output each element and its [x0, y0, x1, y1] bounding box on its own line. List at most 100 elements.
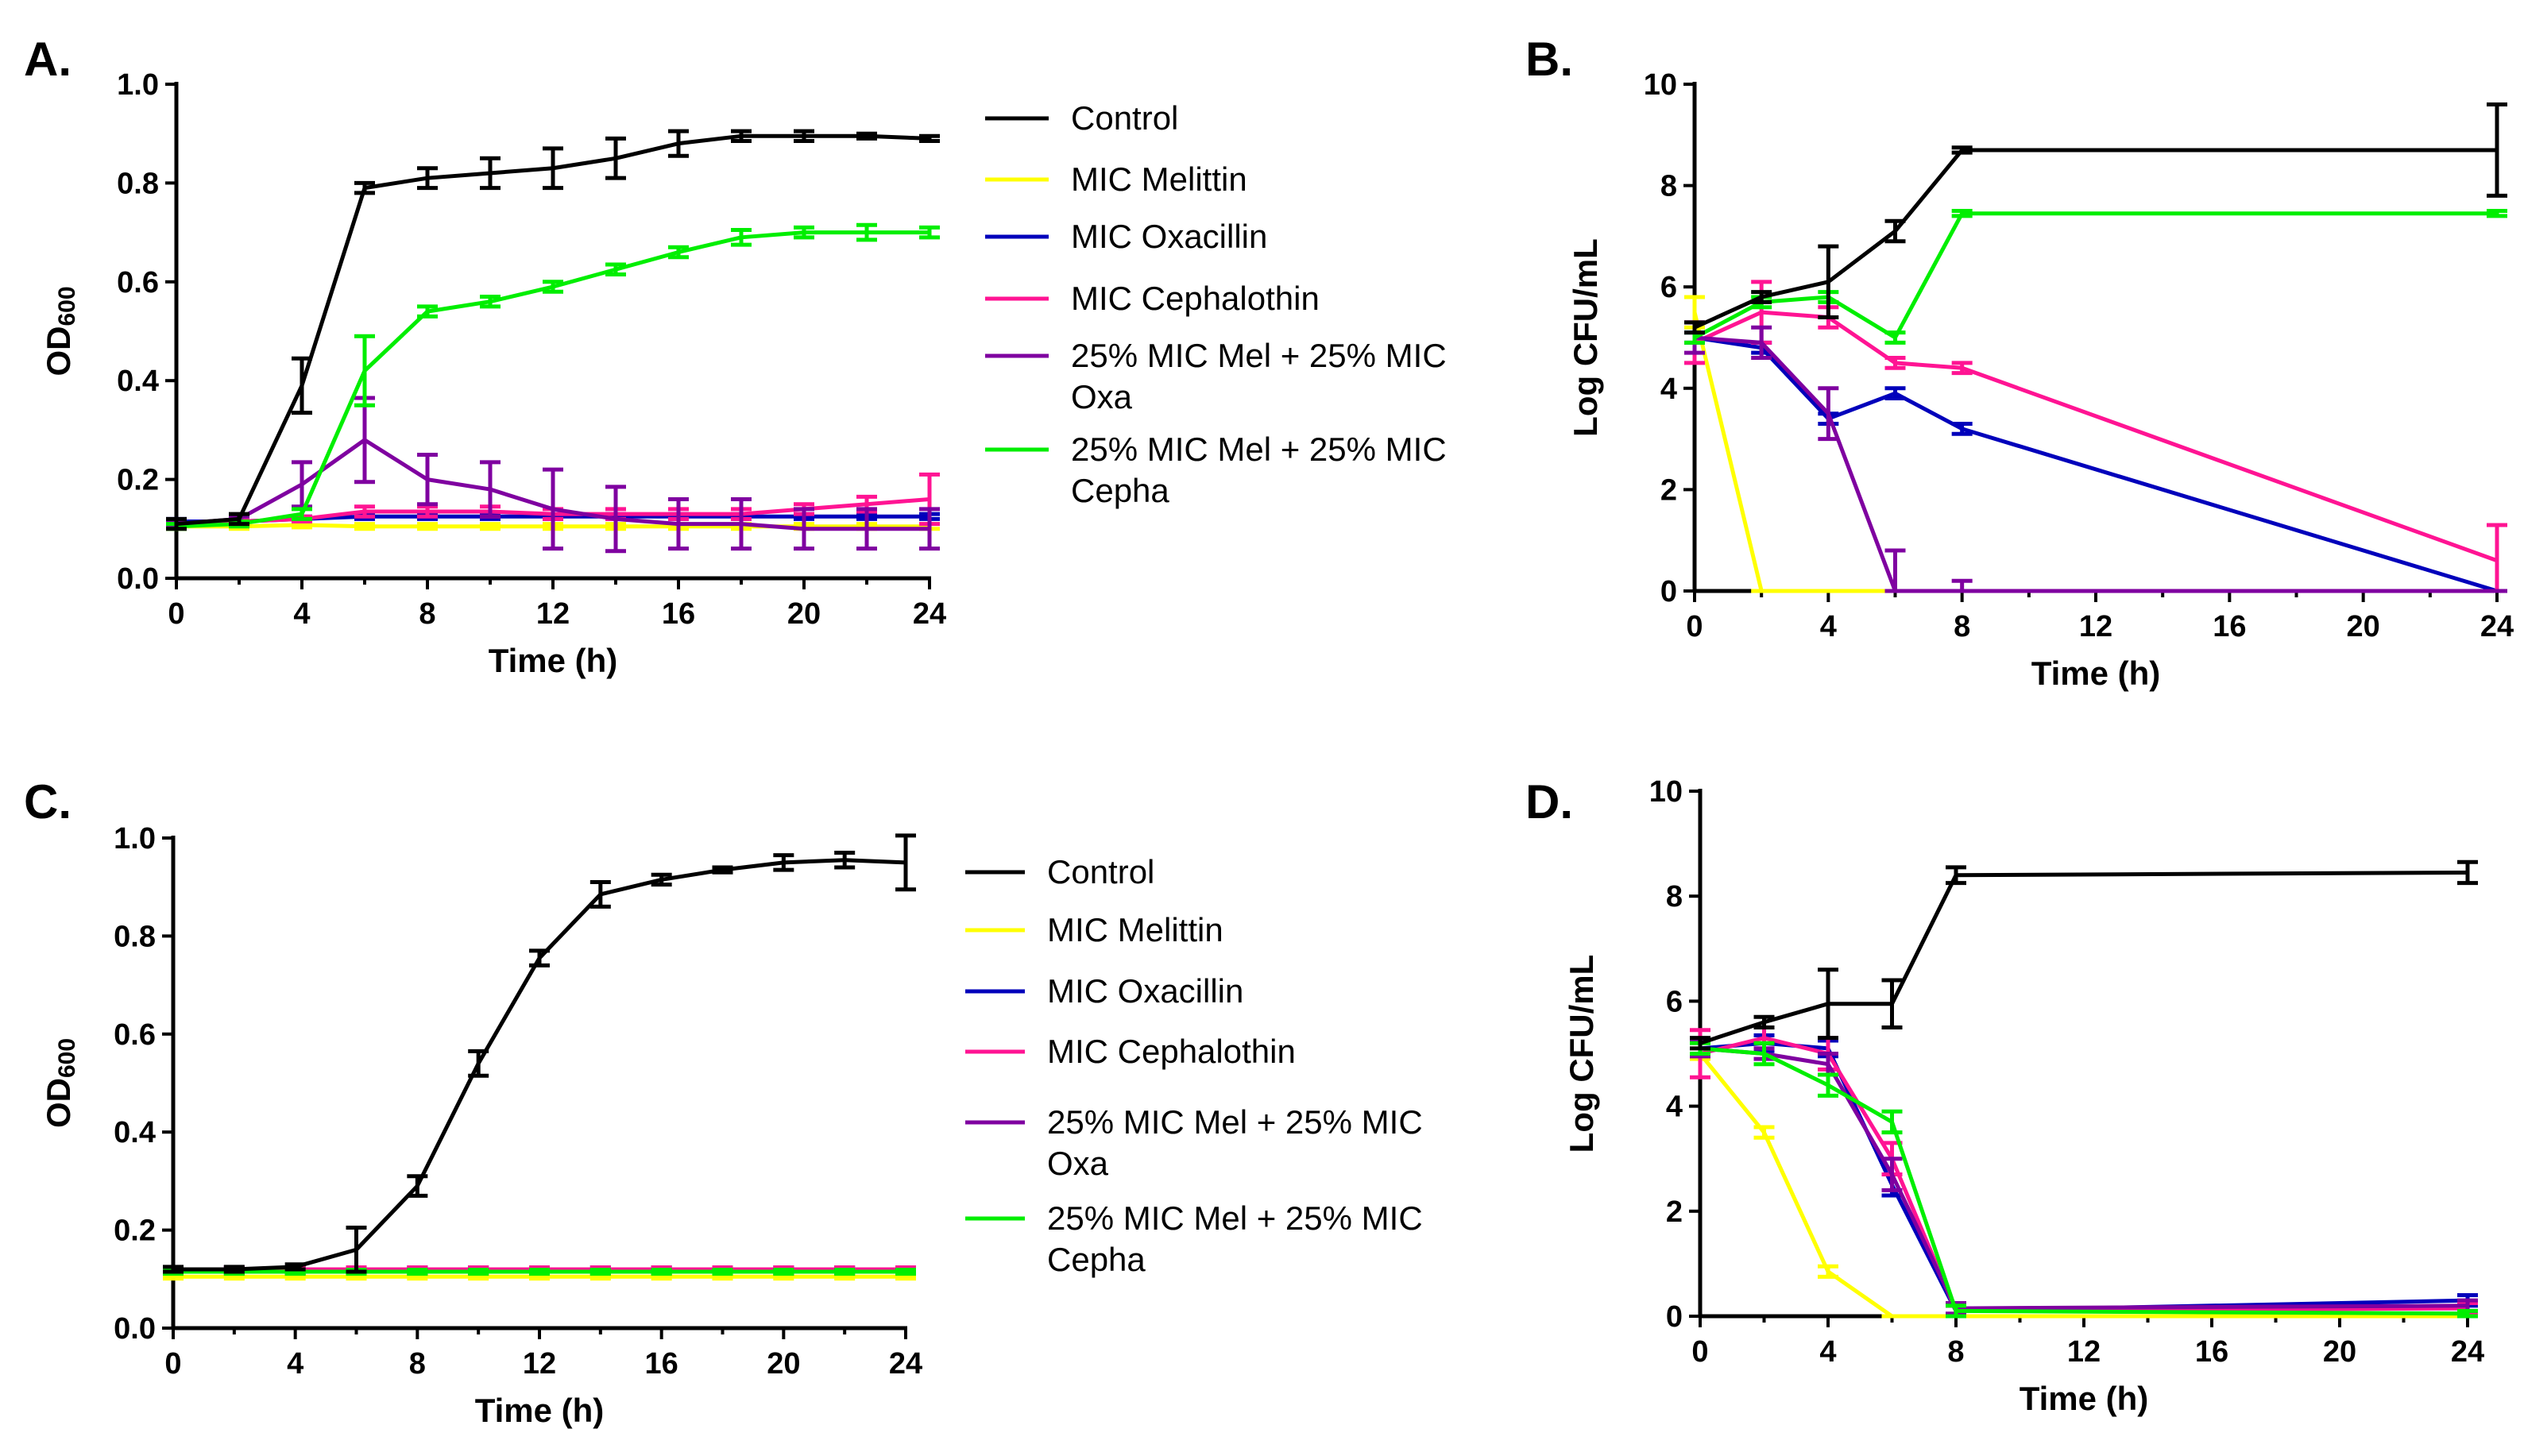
- x-axis-ticks: 0 4 8 12 16 20 24: [164, 1328, 922, 1381]
- data-point: [1884, 548, 1906, 593]
- x-axis-title: Time (h): [2031, 655, 2161, 692]
- panel-label: B.: [1525, 33, 1573, 86]
- data-point: [1690, 1036, 1710, 1051]
- data-point: [354, 522, 375, 531]
- data-point: [417, 166, 438, 191]
- y-tick-label: 1.0: [117, 68, 159, 102]
- data-point: [1951, 145, 1973, 155]
- legend-label: MIC Oxacillin: [1071, 218, 1267, 255]
- y-axis-title-main: Log CFU/mL: [1563, 955, 1600, 1153]
- data-point: [731, 227, 752, 247]
- series-group: [166, 129, 940, 554]
- data-point: [229, 512, 249, 527]
- data-point: [651, 872, 672, 887]
- data-point: [417, 522, 438, 531]
- data-point: [834, 851, 856, 870]
- data-point: [2487, 102, 2507, 198]
- y-axis-title-main: OD: [40, 1078, 77, 1128]
- series-mel_cepha: [166, 222, 940, 531]
- data-point: [417, 504, 438, 519]
- data-point: [856, 131, 877, 141]
- y-tick-label: 0.2: [117, 464, 159, 497]
- legend-item-control: Control: [985, 99, 1178, 137]
- data-point: [919, 133, 940, 144]
- y-axis-title-main: Log CFU/mL: [1567, 238, 1604, 437]
- data-point: [731, 129, 752, 144]
- data-point: [834, 1268, 856, 1276]
- x-axis-title: Time (h): [489, 642, 618, 679]
- legend-label: Control: [1047, 853, 1154, 890]
- y-axis-title-subscript: 600: [54, 286, 80, 326]
- y-tick-label: 0.6: [114, 1018, 156, 1052]
- data-point: [712, 865, 733, 875]
- data-point: [417, 304, 438, 319]
- data-point: [223, 1265, 245, 1274]
- legend-item-melittin: MIC Melittin: [965, 911, 1223, 948]
- x-tick-label: 8: [1947, 1335, 1964, 1369]
- legend-item-mel_oxa: 25% MIC Mel + 25% MIC Oxa: [985, 337, 1447, 415]
- x-tick-label: 8: [409, 1347, 426, 1381]
- data-point: [1884, 218, 1906, 244]
- series-line-melittin: [1699, 1052, 2468, 1319]
- x-axis-title: Time (h): [475, 1392, 605, 1429]
- y-tick-label: 10: [1644, 68, 1677, 102]
- legend-item-cephalothin: MIC Cephalothin: [965, 1033, 1296, 1070]
- series-line-control: [1699, 870, 2468, 1045]
- legend-item-mel_cepha: 25% MIC Mel + 25% MIC Cepha: [965, 1199, 1423, 1278]
- legend-label: 25% MIC Mel + 25% MIC: [1047, 1199, 1423, 1237]
- data-point: [346, 1226, 367, 1274]
- y-tick-label: 0.4: [114, 1116, 156, 1149]
- data-point: [1951, 361, 1973, 376]
- x-axis-ticks: 0 4 8 12 16 20 24: [168, 578, 946, 631]
- data-point: [1946, 1303, 1966, 1319]
- data-point: [166, 516, 187, 531]
- data-point: [919, 507, 940, 551]
- data-point: [2457, 859, 2478, 886]
- data-point: [1881, 1109, 1903, 1135]
- y-tick-label: 2: [1660, 473, 1677, 507]
- y-tick-label: 2: [1666, 1195, 1683, 1229]
- y-tick-label: 0.2: [114, 1215, 156, 1248]
- y-axis-ticks: 0.0 0.2 0.4 0.6 0.8 1.0: [114, 822, 173, 1346]
- data-point: [668, 129, 689, 158]
- y-tick-label: 0: [1660, 575, 1677, 608]
- series-line-mel_cepha: [1693, 211, 2497, 340]
- x-tick-label: 12: [2067, 1335, 2101, 1369]
- y-axis-title: Log CFU/mL: [1567, 238, 1604, 437]
- data-point: [1818, 386, 1839, 442]
- data-point: [284, 1262, 306, 1272]
- data-point: [407, 1268, 428, 1276]
- data-point: [417, 453, 438, 507]
- legend-item-mel_oxa: 25% MIC Mel + 25% MIC Oxa: [965, 1103, 1423, 1182]
- data-point: [589, 1268, 611, 1276]
- x-tick-label: 24: [2480, 610, 2514, 643]
- legend-label: 25% MIC Mel + 25% MIC: [1071, 431, 1447, 468]
- panel-label: C.: [24, 775, 72, 828]
- data-point: [773, 1268, 794, 1276]
- data-point: [895, 1268, 916, 1276]
- panel-a: A. 0 4 8 12 16 20 24 0.0 0.2 0.4 0.6 0.8 1.0 Time (h) O…: [24, 33, 1447, 679]
- data-point: [794, 225, 814, 240]
- series-control: [1684, 102, 2507, 335]
- y-tick-label: 10: [1649, 775, 1683, 809]
- panel-c: C. 0 4 8 12 16 20 24 0.0 0.2 0.4 0.6 0.8 1.0 Time (h) O…: [24, 775, 1423, 1429]
- data-point: [480, 460, 501, 519]
- x-tick-label: 24: [913, 597, 946, 631]
- data-point: [919, 225, 940, 240]
- y-axis-title-subscript: 600: [54, 1038, 80, 1078]
- x-tick-label: 20: [787, 597, 821, 631]
- y-axis-title: Log CFU/mL: [1563, 955, 1600, 1153]
- data-point: [1818, 1264, 1838, 1279]
- x-tick-label: 4: [1820, 610, 1837, 643]
- x-tick-label: 0: [1686, 610, 1703, 643]
- legend-item-oxacillin: MIC Oxacillin: [985, 218, 1267, 255]
- data-point: [543, 280, 563, 294]
- legend-label: MIC Melittin: [1047, 911, 1223, 948]
- legend-item-cephalothin: MIC Cephalothin: [985, 280, 1320, 317]
- x-tick-label: 8: [419, 597, 435, 631]
- data-point: [1751, 325, 1772, 361]
- data-point: [1818, 244, 1839, 319]
- data-point: [543, 467, 563, 551]
